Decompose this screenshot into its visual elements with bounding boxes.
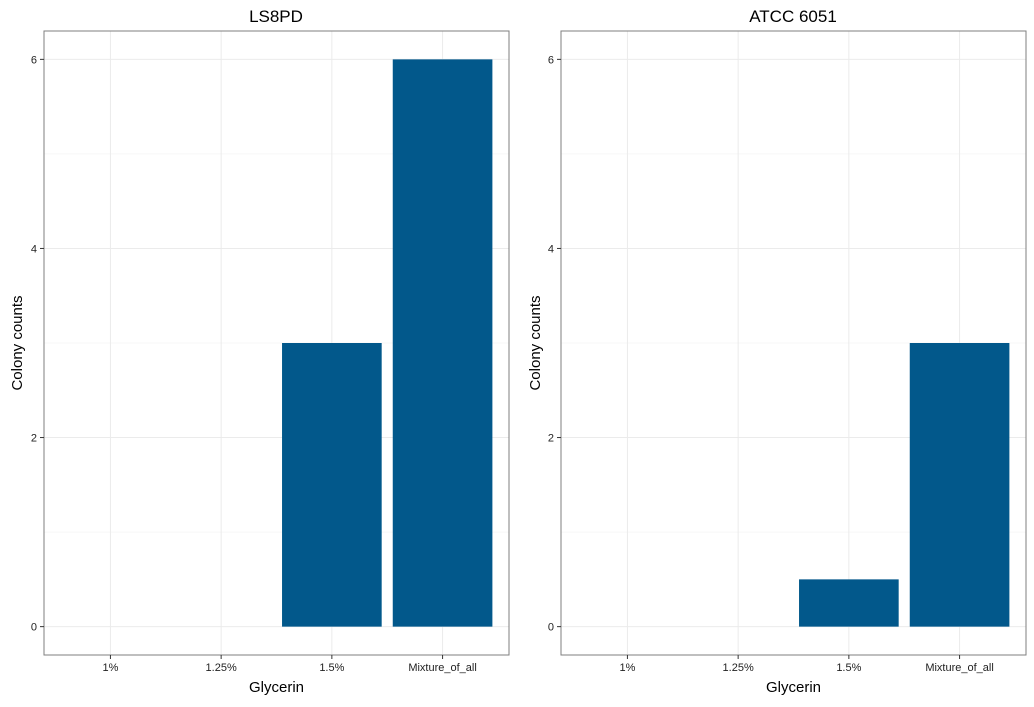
y-axis-title: Colony counts: [9, 295, 26, 390]
bar-1-5-: [799, 579, 899, 627]
x-axis-title: Glycerin: [766, 679, 821, 696]
x-tick-label: 1.25%: [206, 662, 237, 674]
y-tick-label: 2: [548, 433, 554, 445]
y-axis-title: Colony counts: [527, 295, 544, 390]
panel-border: [43, 30, 510, 656]
panel-title: LS8PD: [249, 7, 303, 26]
y-tick-label: 6: [31, 54, 37, 66]
x-tick-label: Mixture_of_all: [925, 662, 993, 674]
x-tick-label: 1%: [102, 662, 118, 674]
x-axis-title: Glycerin: [249, 679, 304, 696]
bar-mixture-of-all: [392, 59, 493, 627]
y-tick-label: 4: [31, 243, 37, 255]
x-tick-label: Mixture_of_all: [408, 662, 476, 674]
bar-1-5-: [282, 343, 382, 627]
panel-title: ATCC 6051: [749, 7, 837, 26]
x-tick-label: 1.25%: [723, 662, 754, 674]
panel-border: [560, 30, 1027, 656]
chart-panel-1: 0 2 4 6 1% 1.25% 1.5% Mixture_of_all LS8PD Glycer…: [9, 7, 510, 696]
y-tick-label: 0: [31, 622, 37, 634]
x-tick-label: 1.5%: [319, 662, 344, 674]
y-tick-label: 0: [548, 622, 554, 634]
y-tick-label: 4: [548, 243, 554, 255]
chart-panel-2: 0 2 4 6 1% 1.25% 1.5% Mixture_of_all ATCC 6051 Gl…: [527, 7, 1027, 696]
y-tick-label: 6: [548, 54, 554, 66]
x-tick-label: 1%: [619, 662, 635, 674]
y-tick-label: 2: [31, 433, 37, 445]
x-tick-label: 1.5%: [836, 662, 861, 674]
bar-mixture-of-all: [909, 343, 1010, 627]
